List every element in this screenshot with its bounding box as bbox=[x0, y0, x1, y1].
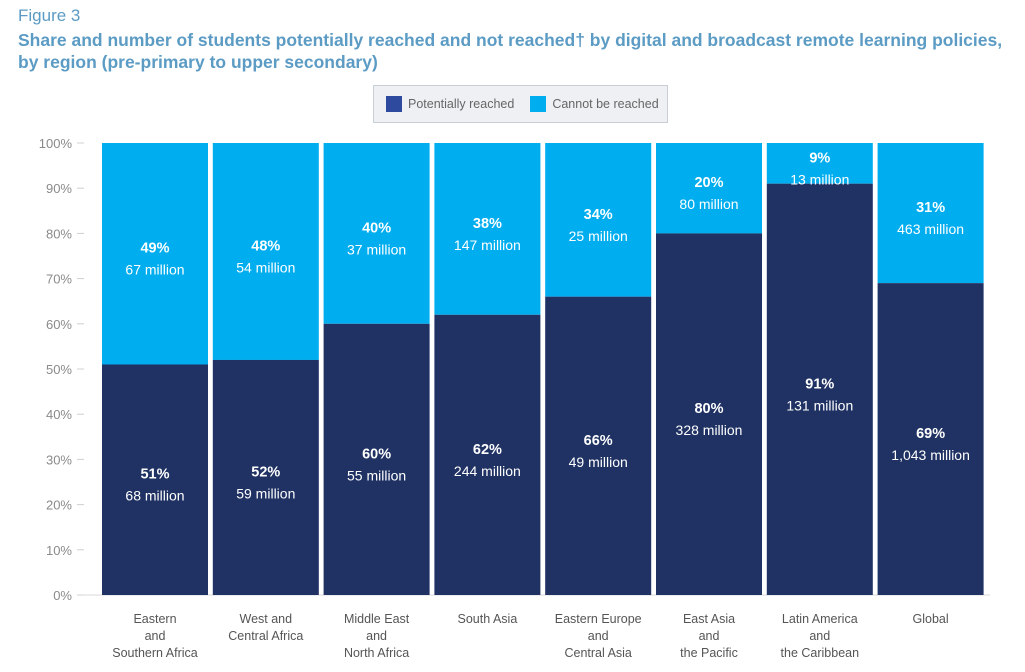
bar-cannot-be-reached bbox=[656, 143, 762, 234]
y-tick-label: 70% bbox=[46, 272, 72, 287]
data-label-not-reached-count: 147 million bbox=[454, 237, 521, 253]
y-tick-label: 20% bbox=[46, 498, 72, 513]
x-category-label: Eastern and Southern Africa bbox=[112, 612, 198, 660]
data-label-not-reached-pct: 38% bbox=[473, 216, 502, 232]
x-category-label: South Asia bbox=[458, 612, 518, 626]
data-label-reached-pct: 62% bbox=[473, 442, 502, 458]
data-label-not-reached-count: 67 million bbox=[125, 262, 184, 278]
data-label-not-reached-count: 80 million bbox=[679, 196, 738, 212]
data-label-reached-pct: 91% bbox=[805, 376, 834, 392]
data-label-reached-count: 49 million bbox=[569, 454, 628, 470]
data-label-not-reached-count: 54 million bbox=[236, 259, 295, 275]
y-tick-label: 40% bbox=[46, 407, 72, 422]
x-category-label: Eastern Europe and Central Asia bbox=[555, 612, 642, 660]
data-label-not-reached-count: 463 million bbox=[897, 221, 964, 237]
data-label-reached-count: 1,043 million bbox=[891, 447, 970, 463]
data-label-reached-pct: 60% bbox=[362, 446, 391, 462]
x-axis: Eastern and Southern Africa West and Central… bbox=[112, 612, 948, 660]
y-tick-label: 80% bbox=[46, 226, 72, 241]
bar-potentially-reached bbox=[102, 364, 208, 595]
data-label-not-reached-count: 37 million bbox=[347, 241, 406, 257]
data-label-not-reached-pct: 34% bbox=[584, 207, 613, 223]
bar-potentially-reached bbox=[434, 314, 541, 595]
bar-cannot-be-reached bbox=[434, 143, 541, 315]
bar-potentially-reached bbox=[656, 233, 762, 595]
x-category-label: East Asia and the Pacific bbox=[680, 612, 738, 660]
bar-potentially-reached bbox=[212, 359, 319, 595]
bar-potentially-reached bbox=[545, 296, 652, 595]
legend-item-reached: Potentially reached bbox=[386, 96, 514, 112]
data-label-not-reached-pct: 31% bbox=[916, 200, 945, 216]
x-category-label: Global bbox=[913, 612, 949, 626]
bar-cannot-be-reached bbox=[766, 143, 873, 184]
legend-label-reached: Potentially reached bbox=[408, 97, 515, 111]
data-label-not-reached-count: 13 million bbox=[790, 171, 849, 187]
bar-potentially-reached bbox=[766, 183, 873, 595]
data-label-reached-pct: 66% bbox=[584, 433, 613, 449]
bar-cannot-be-reached bbox=[102, 143, 208, 365]
data-label-reached-pct: 69% bbox=[916, 426, 945, 442]
data-label-reached-count: 59 million bbox=[236, 485, 295, 501]
y-tick-label: 90% bbox=[46, 181, 72, 196]
y-tick-label: 60% bbox=[46, 317, 72, 332]
y-tick-label: 0% bbox=[53, 588, 72, 603]
legend: Potentially reached Cannot be reached bbox=[373, 85, 668, 123]
bars: 51% 68 million 49% 67 million 52% 59 million 4… bbox=[102, 143, 984, 595]
data-label-reached-pct: 51% bbox=[140, 467, 169, 483]
y-tick-label: 50% bbox=[46, 362, 72, 377]
figure-label: Figure 3 bbox=[18, 6, 81, 25]
y-tick-label: 10% bbox=[46, 543, 72, 558]
legend-swatch-not-reached bbox=[530, 96, 547, 112]
data-label-not-reached-count: 25 million bbox=[569, 228, 628, 244]
data-label-reached-count: 244 million bbox=[454, 463, 521, 479]
bar-potentially-reached bbox=[877, 283, 984, 595]
y-tick-label: 100% bbox=[39, 136, 73, 151]
data-label-reached-count: 55 million bbox=[347, 467, 406, 483]
x-category-label: Latin America and the Caribbean bbox=[781, 612, 860, 660]
data-label-not-reached-pct: 49% bbox=[140, 241, 169, 257]
x-category-label: Middle East and North Africa bbox=[344, 612, 410, 660]
legend-label-not-reached: Cannot be reached bbox=[552, 97, 659, 111]
data-label-not-reached-pct: 40% bbox=[362, 220, 391, 236]
data-label-reached-pct: 52% bbox=[251, 464, 280, 480]
bar-cannot-be-reached bbox=[212, 143, 319, 360]
data-label-not-reached-pct: 20% bbox=[694, 175, 723, 191]
data-label-reached-pct: 80% bbox=[694, 401, 723, 417]
data-label-not-reached-pct: 48% bbox=[251, 238, 280, 254]
data-label-reached-count: 131 million bbox=[786, 397, 853, 413]
bar-potentially-reached bbox=[323, 323, 430, 595]
chart-title: Share and number of students potentially… bbox=[18, 30, 1003, 72]
data-label-reached-count: 68 million bbox=[125, 488, 184, 504]
bar-cannot-be-reached bbox=[545, 143, 652, 297]
data-label-not-reached-pct: 9% bbox=[809, 150, 830, 166]
legend-swatch-reached bbox=[386, 96, 402, 112]
bar-cannot-be-reached bbox=[877, 143, 984, 284]
data-label-reached-count: 328 million bbox=[676, 422, 743, 438]
legend-item-not-reached: Cannot be reached bbox=[530, 96, 659, 112]
x-category-label: West and Central Africa bbox=[228, 612, 303, 643]
bar-cannot-be-reached bbox=[323, 143, 430, 324]
y-tick-label: 30% bbox=[46, 452, 72, 467]
